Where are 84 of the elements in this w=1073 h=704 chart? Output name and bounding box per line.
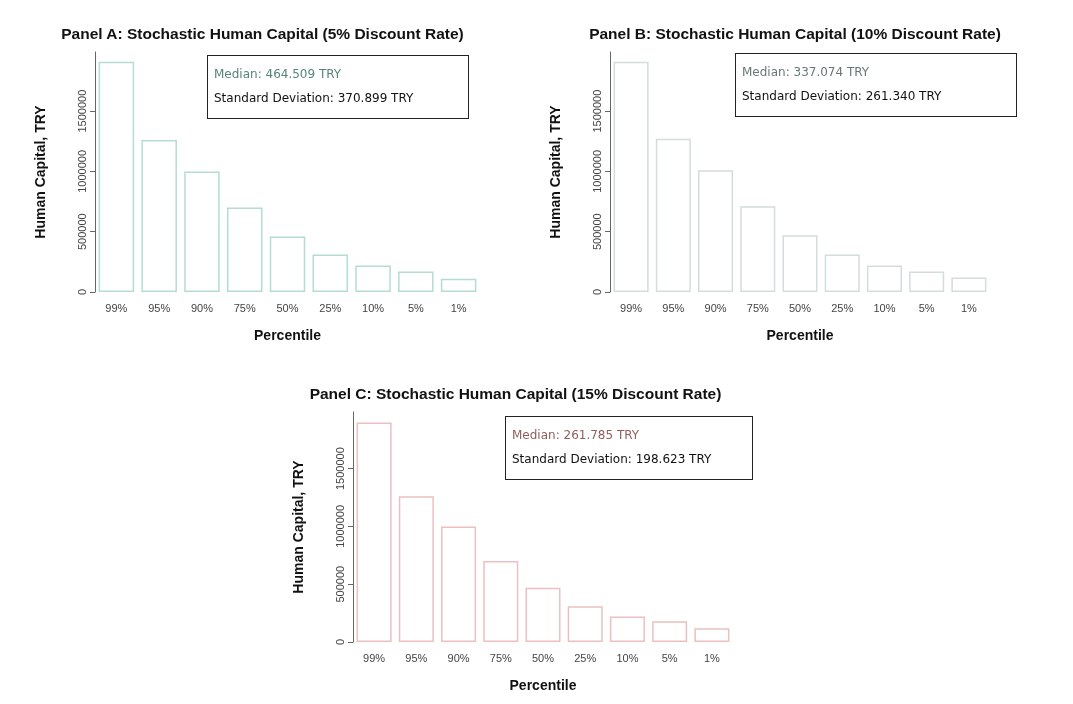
y-tick-label: 1500000 bbox=[75, 89, 88, 133]
x-tick-label: 1% bbox=[960, 301, 978, 314]
x-tick-label: 25% bbox=[319, 301, 342, 314]
x-tick-label: 99% bbox=[620, 301, 643, 314]
x-tick-label: 90% bbox=[190, 301, 214, 314]
y-axis-title: Human Capital, TRY bbox=[290, 459, 306, 594]
bar bbox=[698, 170, 734, 292]
chart-title: Panel C: Stochastic Human Capital (15% Discount Rate) bbox=[309, 384, 722, 402]
bar bbox=[866, 265, 902, 292]
bar bbox=[98, 61, 135, 292]
y-tick-label: 1500000 bbox=[590, 89, 603, 133]
x-tick-label: 99% bbox=[363, 651, 386, 664]
bar bbox=[226, 207, 263, 292]
x-tick-label: 1% bbox=[703, 651, 721, 664]
chart-title: Panel B: Stochastic Human Capital (10% Discount Rate) bbox=[589, 24, 1001, 42]
annotation: Standard Deviation: 198.623 TRY bbox=[512, 451, 713, 468]
bar bbox=[441, 526, 477, 642]
note-box: Median: 337.074 TRY Standard Deviation: 261.340 TRY bbox=[735, 53, 1017, 117]
bar bbox=[312, 254, 349, 292]
bar bbox=[355, 265, 391, 292]
x-tick-label: 10% bbox=[873, 301, 896, 314]
y-tick-label: 0 bbox=[75, 288, 88, 296]
x-tick-label: 95% bbox=[405, 651, 428, 664]
note-box: Median: 464.509 TRY Standard Deviation: 370.899 TRY bbox=[207, 55, 469, 119]
x-tick-label: 75% bbox=[746, 301, 769, 314]
annotation: Median: 464.509 TRY bbox=[214, 66, 343, 83]
x-tick-label: 99% bbox=[105, 301, 128, 314]
note-box: Median: 261.785 TRY Standard Deviation: 198.623 TRY bbox=[505, 416, 753, 480]
x-tick-label: 90% bbox=[447, 651, 470, 664]
x-tick-label: 5% bbox=[661, 651, 678, 664]
bar bbox=[398, 271, 434, 292]
x-axis-title: Percentile bbox=[509, 677, 577, 693]
bar bbox=[269, 236, 306, 292]
x-tick-label: 50% bbox=[531, 651, 555, 664]
x-tick-label: 25% bbox=[574, 651, 597, 664]
x-tick-label: 25% bbox=[831, 301, 854, 314]
y-tick-label: 1500000 bbox=[333, 447, 346, 491]
y-tick-label: 0 bbox=[333, 638, 346, 646]
bar bbox=[694, 628, 730, 642]
bar bbox=[483, 561, 519, 642]
x-tick-label: 95% bbox=[662, 301, 685, 314]
bar bbox=[951, 277, 987, 292]
bar bbox=[655, 138, 691, 292]
bar bbox=[740, 206, 776, 292]
y-axis-title: Human Capital, TRY bbox=[32, 104, 48, 239]
y-tick-label: 1000000 bbox=[75, 149, 88, 193]
bar bbox=[782, 235, 818, 292]
x-axis-title: Percentile bbox=[766, 327, 834, 343]
x-tick-label: 75% bbox=[233, 301, 256, 314]
annotation: Standard Deviation: 370.899 TRY bbox=[214, 90, 415, 107]
annotation: Median: 337.074 TRY bbox=[742, 64, 871, 81]
x-tick-label: 90% bbox=[704, 301, 727, 314]
y-axis-title: Human Capital, TRY bbox=[547, 104, 563, 239]
chart-title: Panel A: Stochastic Human Capital (5% Discount Rate) bbox=[61, 24, 464, 42]
annotation: Standard Deviation: 261.340 TRY bbox=[742, 88, 943, 105]
x-tick-label: 75% bbox=[489, 651, 512, 664]
x-tick-label: 5% bbox=[407, 301, 424, 314]
x-tick-label: 1% bbox=[450, 301, 467, 314]
x-tick-label: 50% bbox=[788, 301, 812, 314]
y-tick-label: 500000 bbox=[75, 213, 88, 251]
y-tick-label: 1000000 bbox=[333, 505, 346, 548]
x-tick-label: 10% bbox=[362, 301, 385, 314]
x-tick-label: 50% bbox=[276, 301, 299, 314]
x-axis-title: Percentile bbox=[254, 327, 322, 343]
bar bbox=[613, 61, 649, 292]
x-tick-label: 10% bbox=[616, 651, 639, 664]
y-tick-label: 500000 bbox=[590, 213, 603, 251]
bar bbox=[440, 278, 477, 292]
bar bbox=[824, 254, 860, 292]
bar bbox=[184, 171, 220, 292]
y-tick-label: 500000 bbox=[333, 565, 346, 603]
y-tick-label: 1000000 bbox=[590, 149, 603, 193]
bar bbox=[609, 616, 645, 642]
bar bbox=[356, 422, 392, 642]
y-tick-label: 0 bbox=[590, 288, 603, 296]
bar bbox=[567, 606, 603, 642]
bar bbox=[398, 496, 434, 642]
x-tick-label: 5% bbox=[918, 301, 935, 314]
bar bbox=[525, 587, 561, 642]
x-tick-label: 95% bbox=[148, 301, 171, 314]
annotation: Median: 261.785 TRY bbox=[512, 427, 641, 444]
bar bbox=[652, 621, 688, 642]
bar bbox=[141, 140, 177, 292]
bar bbox=[909, 271, 945, 292]
